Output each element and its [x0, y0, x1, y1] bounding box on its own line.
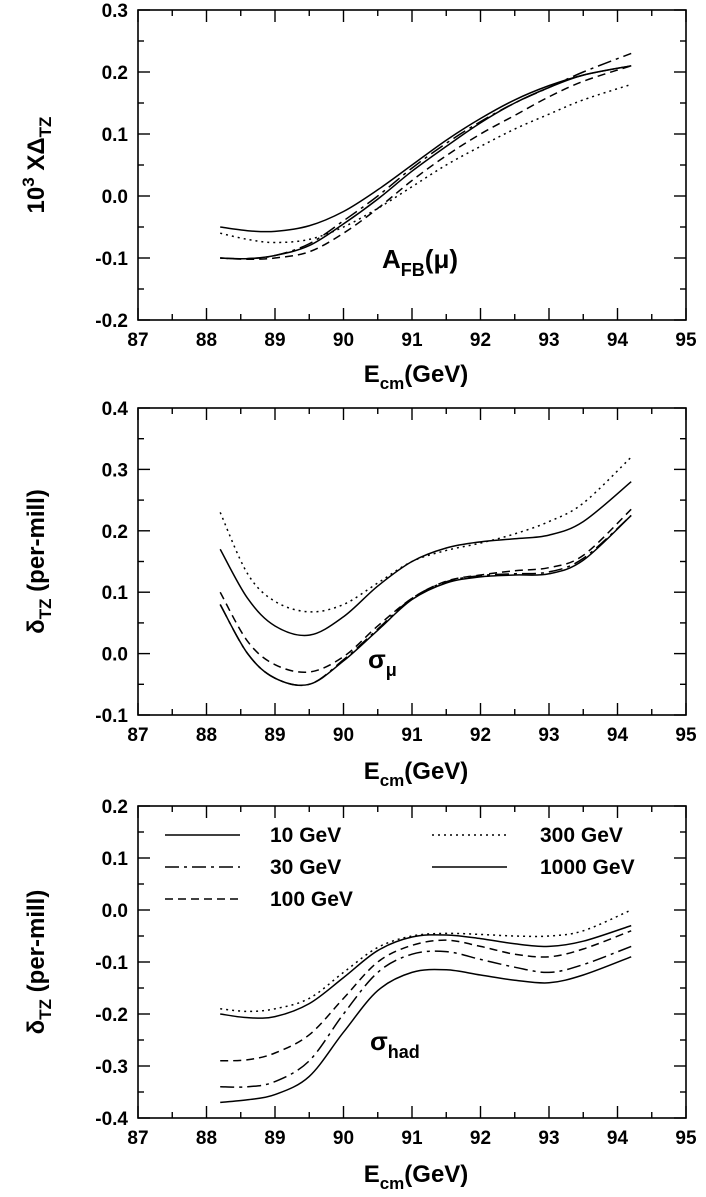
panel-sigma-mu: 87 88 89 90 91 92 93 94 95 -0.1 0.0 0.1 0.2 0.3 0.4 Ecm…: [23, 399, 697, 790]
series-line-10-gev: [219, 481, 632, 637]
x-tick-label: 95: [675, 725, 697, 746]
y-tick-label: -0.1: [95, 953, 128, 974]
x-tick-label: 90: [333, 330, 354, 351]
x-tick-label: 89: [264, 330, 285, 351]
y-tick-label: -0.1: [95, 706, 128, 727]
x-tick-label: 89: [264, 1128, 285, 1149]
x-tick-label: 87: [127, 330, 148, 351]
series-line-300-gev: [220, 909, 632, 1013]
series-line-1000-gev: [220, 956, 632, 1104]
y-tick-label: 0.1: [102, 583, 129, 604]
y-tick-label: 0.2: [102, 797, 128, 818]
legend-label: 30 GeV: [270, 856, 341, 879]
y-tick-label: -0.2: [95, 311, 128, 332]
x-tick-label: 93: [538, 330, 559, 351]
series-line-100-gev: [220, 65, 632, 260]
y-axis-label: 103 XΔTZ: [19, 117, 55, 214]
y-tick-label: 0.2: [102, 63, 128, 84]
y-tick-label: 0.2: [102, 522, 128, 543]
x-tick-label: 94: [607, 1128, 629, 1149]
x-tick-label: 92: [470, 725, 491, 746]
series-line-30-gev: [219, 514, 632, 687]
panel-annotation: σhad: [370, 1026, 420, 1062]
x-tick-label: 92: [470, 1128, 491, 1149]
x-tick-label: 89: [264, 725, 285, 746]
series-line-10-gev: [220, 65, 632, 233]
series-line-30-gev: [220, 945, 632, 1088]
x-tick-label: 90: [333, 1128, 354, 1149]
x-tick-label: 87: [127, 1128, 148, 1149]
legend-label: 300 GeV: [540, 824, 623, 847]
y-tick-label: 0.4: [102, 399, 129, 420]
x-axis-label: Ecm(GeV): [364, 361, 469, 393]
y-tick-label: -0.1: [95, 249, 128, 270]
x-tick-label: 88: [196, 725, 217, 746]
y-axis-label: δTZ (per-mill): [23, 489, 55, 634]
y-tick-label: 0.0: [102, 187, 128, 208]
y-tick-label: -0.4: [95, 1109, 128, 1130]
panel-annotation: σμ: [368, 644, 397, 680]
x-tick-label: 90: [333, 725, 354, 746]
y-tick-label: -0.3: [95, 1057, 128, 1078]
x-tick-label: 94: [607, 330, 629, 351]
series-line-100-gev: [220, 930, 632, 1062]
series-line-30-gev: [220, 52, 632, 260]
x-tick-label: 91: [401, 330, 423, 351]
x-tick-label: 91: [401, 725, 423, 746]
series-line-10-gev: [220, 924, 632, 1019]
y-axis-label: δTZ (per-mill): [23, 890, 55, 1035]
x-tick-label: 93: [538, 725, 559, 746]
x-tick-label: 95: [675, 330, 697, 351]
plot-frame: [137, 805, 687, 1119]
y-tick-label: 0.1: [102, 849, 129, 870]
series-line-100-gev: [219, 508, 632, 674]
x-tick-label: 95: [675, 1128, 697, 1149]
y-tick-label: 0.0: [102, 901, 128, 922]
panel-annotation: AFB(μ): [382, 244, 458, 280]
y-tick-label: -0.2: [95, 1005, 128, 1026]
legend-label: 10 GeV: [270, 824, 341, 847]
panel-afb-mu: 87 88 89 90 91 92 93 94 95 -0.2 -0.1 0.0 0.1 0.2 0.3 Ec…: [19, 1, 697, 393]
y-tick-label: 0.1: [102, 125, 129, 146]
y-tick-label: 0.3: [102, 460, 128, 481]
series-line-1000-gev: [220, 65, 632, 260]
legend: 10 GeV 30 GeV 100 GeV 300 GeV 1000 GeV: [165, 824, 635, 911]
x-tick-label: 91: [401, 1128, 423, 1149]
panel-sigma-had: 87 88 89 90 91 92 93 94 95 -0.4 -0.3 -0.2 -0.1 0.0 0.1…: [23, 797, 697, 1193]
x-tick-label: 94: [607, 725, 629, 746]
y-tick-label: 0.0: [102, 645, 128, 666]
x-axis-label: Ecm(GeV): [364, 758, 469, 790]
legend-label: 100 GeV: [270, 888, 353, 911]
x-axis-label: Ecm(GeV): [364, 1161, 469, 1193]
series-line-300-gev: [220, 83, 632, 244]
y-tick-label: 0.3: [102, 1, 128, 22]
legend-label: 1000 GeV: [540, 856, 635, 879]
series-line-1000-gev: [219, 514, 632, 687]
series-line-300-gev: [219, 456, 632, 613]
x-tick-label: 88: [196, 1128, 217, 1149]
x-tick-label: 93: [538, 1128, 559, 1149]
x-tick-label: 92: [470, 330, 491, 351]
x-tick-label: 88: [196, 330, 217, 351]
x-tick-label: 87: [127, 725, 148, 746]
